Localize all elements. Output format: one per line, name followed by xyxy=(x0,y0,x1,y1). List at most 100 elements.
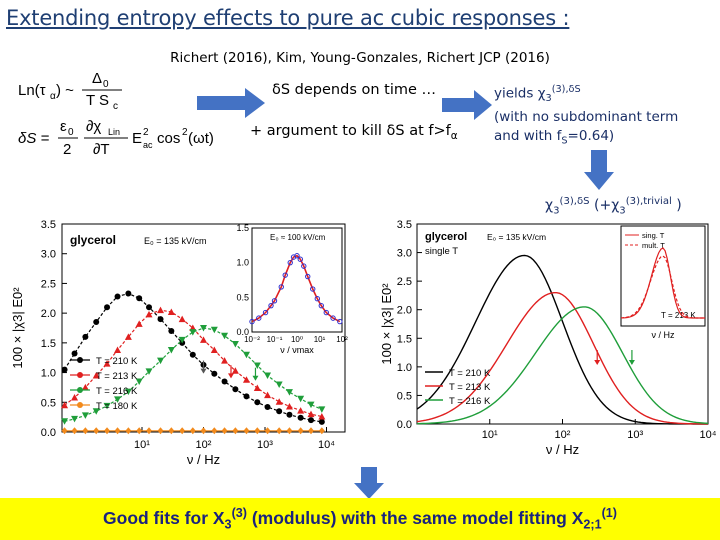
data-point xyxy=(210,326,218,334)
left-chart: 0.0 0.5 1.0 1.5 2.0 2.5 3.0 3.5 10¹ 10² 10³ 10⁴ ν / … xyxy=(10,219,348,467)
arrow-down-right-icon xyxy=(584,150,614,190)
legend-marker xyxy=(77,372,83,378)
data-point xyxy=(179,427,186,435)
annotation-label: glycerol xyxy=(70,233,116,247)
series-line xyxy=(416,291,709,425)
data-point xyxy=(189,351,196,358)
data-point xyxy=(318,413,326,420)
legend-label: T = 180 K xyxy=(96,401,138,412)
svg-text:2: 2 xyxy=(182,127,188,138)
data-point xyxy=(114,346,122,353)
svg-text:(ωt): (ωt) xyxy=(188,130,214,147)
data-point xyxy=(104,304,111,311)
inset-line xyxy=(251,254,341,323)
data-point xyxy=(285,389,293,396)
inset-point xyxy=(305,273,311,280)
data-point xyxy=(200,336,207,343)
data-point xyxy=(318,406,326,413)
inset-point xyxy=(318,302,324,309)
data-point xyxy=(114,293,121,300)
banner-text: Good fits for X3(3) (modulus) with the s… xyxy=(103,506,617,532)
legend-label: T = 216 K xyxy=(449,396,491,407)
inset-point xyxy=(337,318,343,325)
svg-text:ε: ε xyxy=(60,118,67,135)
y-tick-label: 1.0 xyxy=(41,368,56,380)
data-point xyxy=(308,427,315,435)
legend-label: T = 216 K xyxy=(96,386,138,397)
data-point xyxy=(146,304,153,311)
data-point xyxy=(178,336,186,344)
arrow-marker-head xyxy=(252,375,259,381)
x-tick-label: 10¹ xyxy=(134,439,150,451)
data-point xyxy=(200,325,207,332)
argument-text: + argument to kill δS at f>fα xyxy=(250,123,458,142)
citation: Richert (2016), Kim, Young-Gonzales, Ric… xyxy=(170,50,550,66)
x-tick-label: 10² xyxy=(555,429,571,441)
inset-point xyxy=(301,263,307,269)
inset-legend-label: sing. T xyxy=(642,231,665,240)
data-point xyxy=(61,427,68,435)
field-label: E₀ = 135 kV/cm xyxy=(487,232,546,242)
y-tick-label: 2.5 xyxy=(41,278,56,290)
y-tick-label: 3.5 xyxy=(41,219,56,231)
yields-text: yields χ3(3),δS (with no subdominant ter… xyxy=(494,84,679,147)
data-point xyxy=(286,427,293,435)
inset-temperature: T = 213 K xyxy=(661,311,696,320)
svg-text:ac: ac xyxy=(143,140,153,150)
inset-point xyxy=(310,286,316,292)
data-point xyxy=(104,427,111,435)
data-point xyxy=(276,408,283,415)
data-point xyxy=(103,360,111,367)
data-point xyxy=(200,427,207,435)
inset-point xyxy=(249,318,255,325)
x-tick-label: 10¹ xyxy=(482,429,498,441)
data-point xyxy=(61,418,69,425)
y-tick-label: 1.5 xyxy=(397,333,412,345)
data-point xyxy=(178,315,186,323)
data-point xyxy=(93,319,100,326)
inset-y-tick-label: 1.5 xyxy=(236,223,249,233)
data-point xyxy=(232,427,239,435)
svg-text:c: c xyxy=(113,101,118,112)
inset-point xyxy=(278,284,284,290)
y-tick-label: 2.0 xyxy=(41,308,56,320)
inset-x-tick-label: 10⁻² xyxy=(244,335,260,344)
series-line xyxy=(416,254,709,425)
right-chart: 0.0 0.5 1.0 1.5 2.0 2.5 3.0 3.5 10¹ 10² 10³ 10⁴ ν / … xyxy=(379,219,717,457)
x-axis-label: ν / Hz xyxy=(187,452,220,467)
data-point xyxy=(124,388,132,396)
svg-text:) ~: ) ~ xyxy=(56,82,74,99)
data-point xyxy=(297,427,304,435)
conclusion-banner: Good fits for X3(3) (modulus) with the s… xyxy=(0,498,720,540)
data-point xyxy=(242,351,250,359)
data-point xyxy=(145,368,153,375)
data-point xyxy=(114,427,121,435)
x-axis-label: ν / Hz xyxy=(546,442,579,457)
subtitle-label: single T xyxy=(425,246,458,257)
svg-text:0: 0 xyxy=(103,79,109,90)
svg-text:Δ: Δ xyxy=(92,70,102,87)
data-point xyxy=(318,418,325,425)
svg-text:2: 2 xyxy=(63,141,71,158)
inset-point xyxy=(262,309,269,316)
legend-label: T = 213 K xyxy=(96,371,138,382)
data-point xyxy=(308,417,315,424)
arrow-marker-head xyxy=(200,368,207,374)
inset-point xyxy=(271,298,278,304)
y-tick-label: 1.0 xyxy=(397,362,412,374)
legend-label: T = 213 K xyxy=(449,382,491,393)
inset-x-tick-label: 10² xyxy=(336,335,348,344)
svg-text:E: E xyxy=(132,130,142,147)
svg-text:δS =: δS = xyxy=(18,130,50,147)
inset-x-tick-label: 10¹ xyxy=(314,335,326,344)
arrow-right-2-icon xyxy=(442,90,492,120)
inset-point xyxy=(287,259,293,266)
y-tick-label: 1.5 xyxy=(41,338,56,350)
inset-legend-label: mult. T xyxy=(642,241,665,250)
data-point xyxy=(307,401,315,409)
svg-text:α: α xyxy=(50,91,56,102)
data-point xyxy=(221,378,228,385)
data-point xyxy=(275,398,283,405)
data-point xyxy=(92,408,100,415)
slide-title: Extending entropy effects to pure ac cub… xyxy=(6,6,570,30)
